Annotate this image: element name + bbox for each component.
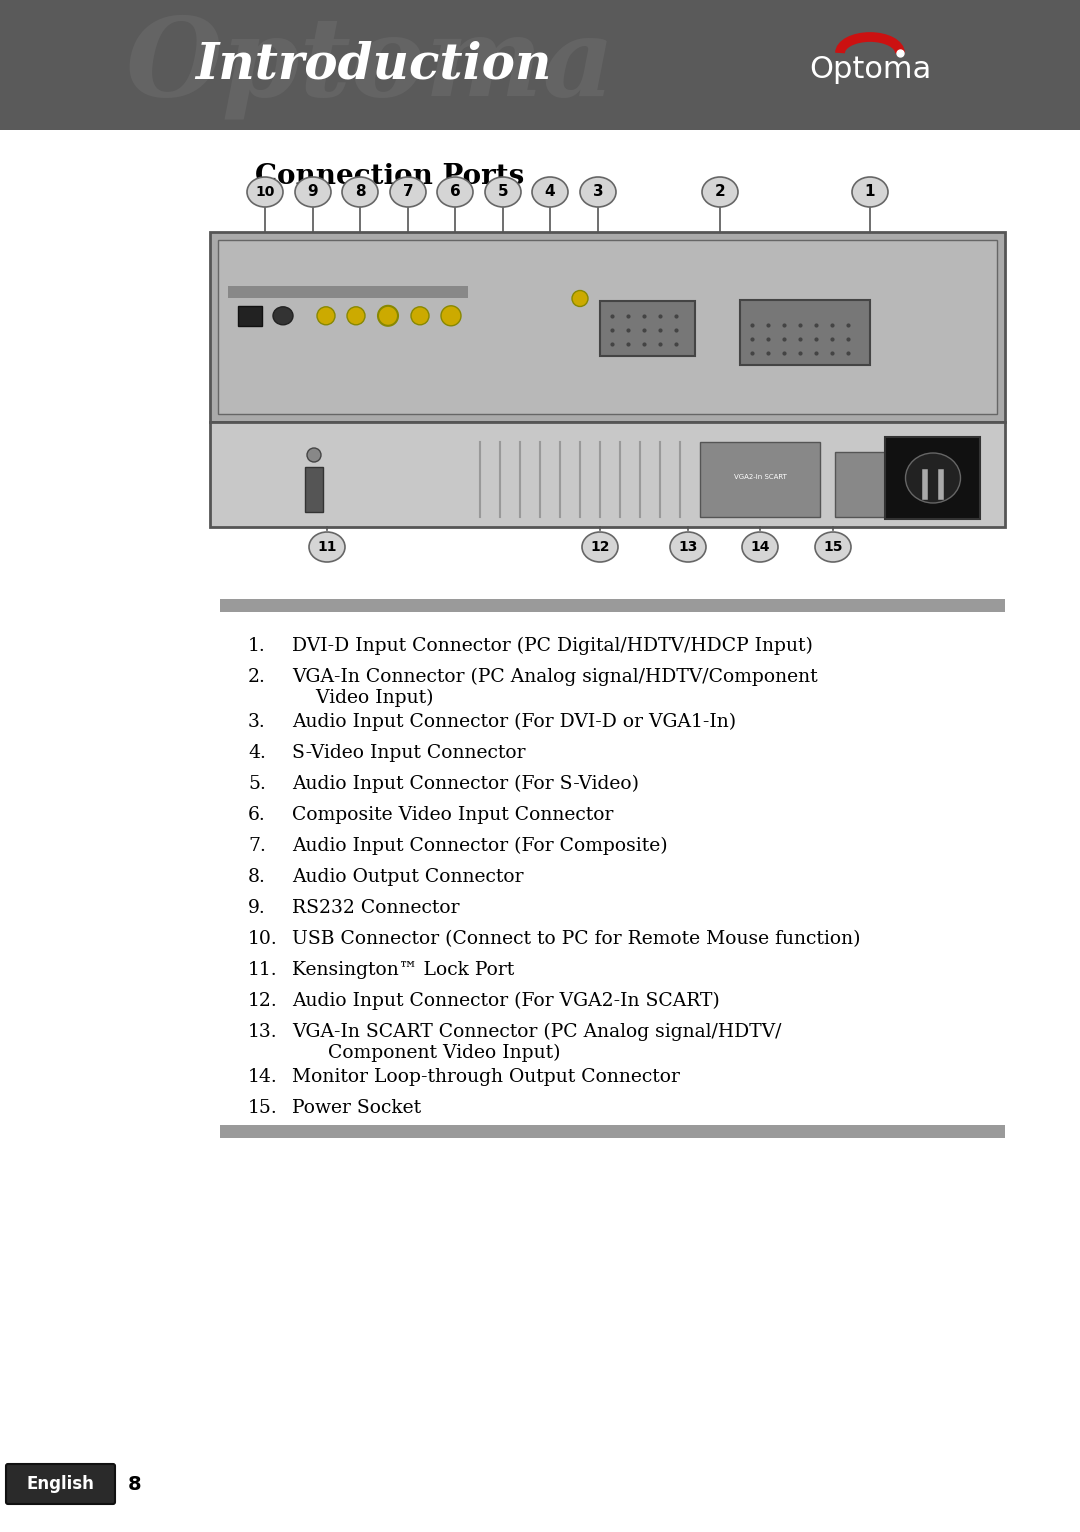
Text: 4: 4 [544, 184, 555, 199]
Bar [305, 467, 323, 512]
Text: Optoma: Optoma [125, 11, 615, 119]
Ellipse shape [437, 178, 473, 207]
Ellipse shape [582, 532, 618, 562]
Text: USB Connector (Connect to PC for Remote Mouse function): USB Connector (Connect to PC for Remote … [292, 930, 861, 948]
Bar [0, 0, 1080, 130]
Text: 9: 9 [308, 184, 319, 199]
Text: Connection Ports: Connection Ports [255, 164, 525, 190]
Ellipse shape [307, 447, 321, 463]
Text: English: English [26, 1475, 94, 1494]
Ellipse shape [905, 453, 960, 502]
Text: Audio Input Connector (For VGA2-In SCART): Audio Input Connector (For VGA2-In SCART… [292, 993, 719, 1010]
Ellipse shape [309, 532, 345, 562]
Text: Monitor Loop-through Output Connector: Monitor Loop-through Output Connector [292, 1068, 680, 1086]
Ellipse shape [852, 178, 888, 207]
Text: VGA-In SCART Connector (PC Analog signal/HDTV/
      Component Video Input): VGA-In SCART Connector (PC Analog signal… [292, 1023, 782, 1062]
Text: 8: 8 [129, 1474, 141, 1494]
Ellipse shape [742, 532, 778, 562]
Text: 15.: 15. [248, 1098, 278, 1117]
Ellipse shape [347, 306, 365, 325]
Bar [210, 231, 1005, 421]
Ellipse shape [670, 532, 706, 562]
Text: 5: 5 [498, 184, 509, 199]
Bar [220, 599, 1005, 611]
Text: 10: 10 [255, 185, 274, 199]
FancyBboxPatch shape [6, 1465, 114, 1504]
Ellipse shape [580, 178, 616, 207]
Text: 1.: 1. [248, 637, 266, 656]
Text: 10.: 10. [248, 930, 278, 948]
Text: VGA2-In SCART: VGA2-In SCART [733, 473, 786, 480]
Text: 6.: 6. [248, 806, 266, 824]
Text: 4.: 4. [248, 745, 266, 761]
Text: 5.: 5. [248, 775, 266, 794]
Bar [238, 306, 262, 326]
Text: 2: 2 [715, 184, 726, 199]
Bar [835, 452, 924, 516]
Ellipse shape [411, 306, 429, 325]
Ellipse shape [318, 306, 335, 325]
Text: 9.: 9. [248, 899, 266, 918]
Bar [218, 241, 997, 414]
Ellipse shape [390, 178, 426, 207]
Text: 14.: 14. [248, 1068, 278, 1086]
Text: 8.: 8. [248, 869, 266, 885]
Text: Audio Output Connector: Audio Output Connector [292, 869, 524, 885]
Bar [228, 286, 468, 297]
Text: Kensington™ Lock Port: Kensington™ Lock Port [292, 961, 514, 979]
Text: 7.: 7. [248, 836, 266, 855]
Text: DVI-D Input Connector (PC Digital/HDTV/HDCP Input): DVI-D Input Connector (PC Digital/HDTV/H… [292, 637, 813, 656]
Text: 6: 6 [449, 184, 460, 199]
Text: 3: 3 [593, 184, 604, 199]
Bar [600, 300, 696, 355]
Ellipse shape [295, 178, 330, 207]
Ellipse shape [815, 532, 851, 562]
Text: Audio Input Connector (For DVI-D or VGA1-In): Audio Input Connector (For DVI-D or VGA1… [292, 712, 737, 731]
Ellipse shape [273, 306, 293, 325]
Text: 14: 14 [751, 539, 770, 555]
Ellipse shape [441, 306, 461, 326]
Text: Composite Video Input Connector: Composite Video Input Connector [292, 806, 613, 824]
Text: RS232 Connector: RS232 Connector [292, 899, 459, 918]
Text: S-Video Input Connector: S-Video Input Connector [292, 745, 526, 761]
Ellipse shape [342, 178, 378, 207]
Text: 13.: 13. [248, 1023, 278, 1042]
Text: VGA-In Connector (PC Analog signal/HDTV/Component
    Video Input): VGA-In Connector (PC Analog signal/HDTV/… [292, 668, 818, 708]
Bar [210, 421, 1005, 527]
Text: Optoma: Optoma [809, 55, 931, 84]
Bar [885, 437, 980, 519]
Text: 13: 13 [678, 539, 698, 555]
Text: Power Socket: Power Socket [292, 1098, 421, 1117]
Text: 11: 11 [318, 539, 337, 555]
Text: Introduction: Introduction [195, 40, 552, 89]
Text: Audio Input Connector (For S-Video): Audio Input Connector (For S-Video) [292, 775, 639, 794]
Ellipse shape [247, 178, 283, 207]
Text: 12.: 12. [248, 993, 278, 1010]
Text: 12: 12 [591, 539, 610, 555]
Ellipse shape [485, 178, 521, 207]
Bar [740, 300, 870, 365]
Text: 3.: 3. [248, 712, 266, 731]
Text: 11.: 11. [248, 961, 278, 979]
Ellipse shape [702, 178, 738, 207]
Text: 1: 1 [865, 184, 875, 199]
Text: 8: 8 [354, 184, 365, 199]
Bar [700, 443, 820, 516]
Ellipse shape [378, 306, 399, 326]
Text: 2.: 2. [248, 668, 266, 686]
Text: Audio Input Connector (For Composite): Audio Input Connector (For Composite) [292, 836, 667, 855]
Ellipse shape [532, 178, 568, 207]
Bar [220, 1124, 1005, 1138]
Text: 15: 15 [823, 539, 842, 555]
Ellipse shape [572, 291, 588, 306]
Text: 7: 7 [403, 184, 414, 199]
